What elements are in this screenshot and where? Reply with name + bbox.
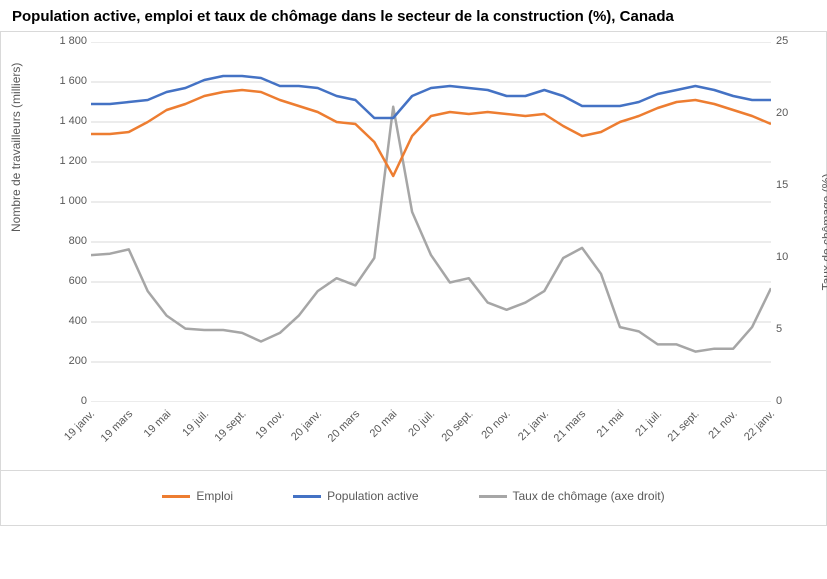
y-right-tick: 10 <box>776 251 806 263</box>
x-tick: 22 janv. <box>742 408 777 443</box>
x-tick: 21 nov. <box>706 408 739 441</box>
x-tick: 19 nov. <box>253 408 286 441</box>
y-left-tick: 1 000 <box>39 195 87 207</box>
y-left-tick: 0 <box>39 395 87 407</box>
y-axis-left: 02004006008001 0001 2001 4001 6001 800 <box>39 42 87 402</box>
chart-container: Population active, emploi et taux de chô… <box>0 0 827 579</box>
x-tick: 19 janv. <box>62 408 97 443</box>
y-right-tick: 25 <box>776 35 806 47</box>
legend-label-emploi: Emploi <box>196 489 233 503</box>
y-axis-left-label: Nombre de travailleurs (milliers) <box>9 63 23 232</box>
series-Taux de chômage (axe droit) <box>91 107 771 352</box>
x-tick: 21 janv. <box>516 408 551 443</box>
chart-title: Population active, emploi et taux de chô… <box>0 0 827 29</box>
y-left-tick: 1 600 <box>39 75 87 87</box>
legend-swatch-population <box>293 495 321 498</box>
x-tick: 21 mai <box>595 408 627 440</box>
legend-item-emploi: Emploi <box>162 489 233 503</box>
y-left-tick: 400 <box>39 315 87 327</box>
y-right-tick: 15 <box>776 179 806 191</box>
x-tick: 21 juil. <box>633 408 664 439</box>
x-tick: 20 sept. <box>439 408 475 444</box>
x-tick: 20 nov. <box>480 408 513 441</box>
y-axis-right: 0510152025 <box>776 42 806 402</box>
plot-area: Nombre de travailleurs (milliers) Taux d… <box>0 31 827 471</box>
y-axis-right-label: Taux de chômage (%) <box>820 174 827 291</box>
legend-item-population: Population active <box>293 489 418 503</box>
y-left-tick: 800 <box>39 235 87 247</box>
x-tick: 21 mars <box>552 408 589 445</box>
x-tick: 19 sept. <box>212 408 248 444</box>
legend-item-chomage: Taux de chômage (axe droit) <box>479 489 665 503</box>
x-tick: 20 janv. <box>289 408 324 443</box>
legend-label-chomage: Taux de chômage (axe droit) <box>513 489 665 503</box>
y-left-tick: 1 200 <box>39 155 87 167</box>
y-left-tick: 200 <box>39 355 87 367</box>
legend-swatch-emploi <box>162 495 190 498</box>
y-left-tick: 600 <box>39 275 87 287</box>
x-tick: 20 juil. <box>407 408 438 439</box>
x-tick: 21 sept. <box>666 408 702 444</box>
y-right-tick: 5 <box>776 323 806 335</box>
plot-svg <box>91 42 771 402</box>
legend-label-population: Population active <box>327 489 418 503</box>
x-tick: 20 mars <box>325 408 362 445</box>
x-tick: 19 mars <box>99 408 136 445</box>
x-tick: 20 mai <box>368 408 400 440</box>
legend-swatch-chomage <box>479 495 507 498</box>
series-Emploi <box>91 90 771 176</box>
y-right-tick: 0 <box>776 395 806 407</box>
x-tick: 19 mai <box>141 408 173 440</box>
x-axis: 19 janv.19 mars19 mai19 juil.19 sept.19 … <box>91 404 771 464</box>
legend: Emploi Population active Taux de chômage… <box>0 471 827 526</box>
y-left-tick: 1 400 <box>39 115 87 127</box>
y-right-tick: 20 <box>776 107 806 119</box>
x-tick: 19 juil. <box>180 408 211 439</box>
y-left-tick: 1 800 <box>39 35 87 47</box>
